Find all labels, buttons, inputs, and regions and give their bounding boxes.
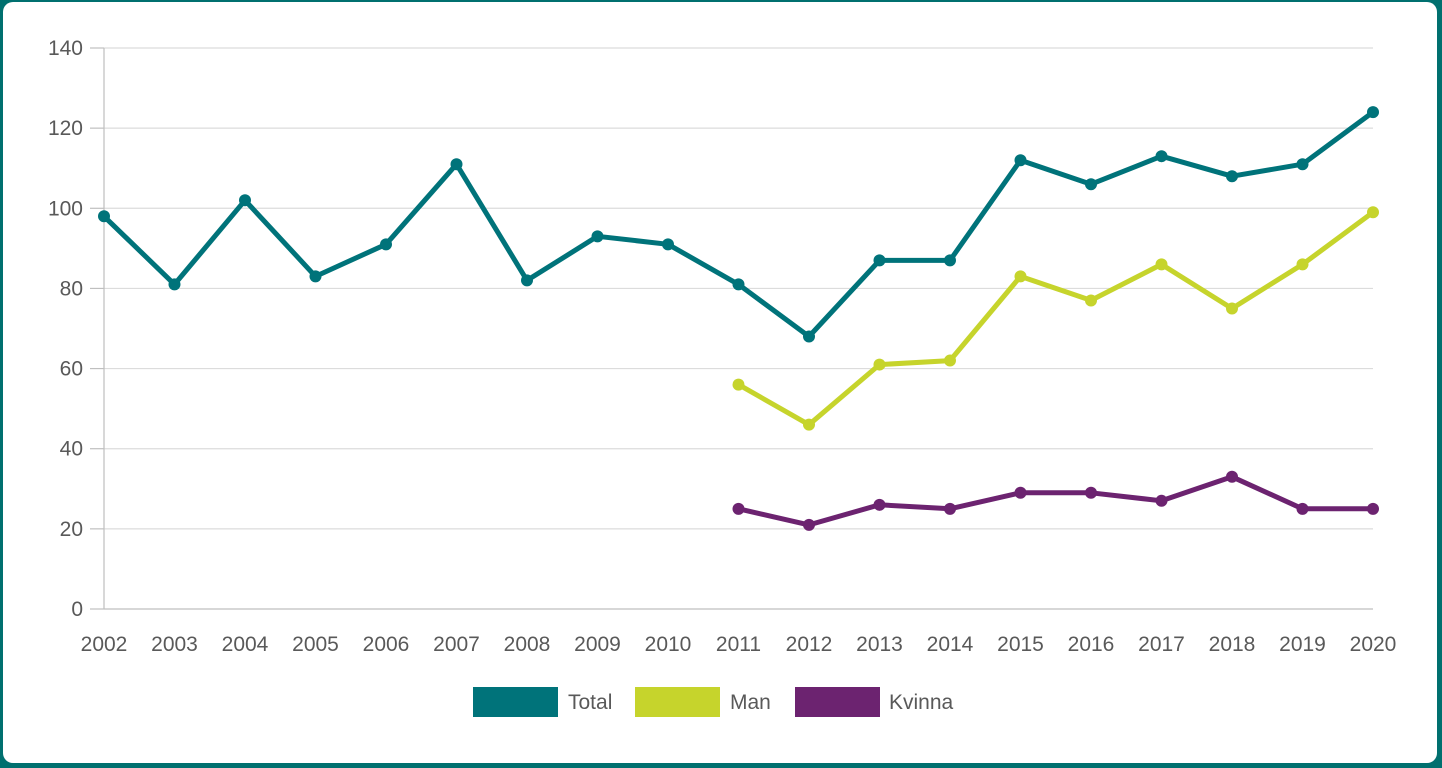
x-tick-label: 2019 — [1279, 633, 1326, 656]
data-point-kvinna — [803, 518, 815, 531]
axes — [90, 47, 1373, 610]
y-tick-label: 60 — [60, 358, 83, 381]
data-point-total — [873, 254, 886, 267]
data-point-kvinna — [1367, 502, 1379, 515]
gridlines — [104, 47, 1373, 530]
data-point-total — [380, 238, 392, 251]
legend-swatch-man — [635, 687, 720, 717]
series-lines — [101, 109, 1376, 528]
data-point-man — [803, 418, 815, 431]
data-point-total — [98, 210, 110, 223]
y-tick-label: 20 — [60, 518, 83, 541]
data-point-total — [1367, 106, 1379, 119]
x-tick-label: 2002 — [81, 633, 128, 656]
data-point-kvinna — [944, 502, 956, 515]
data-point-kvinna — [1226, 470, 1238, 483]
x-tick-label: 2003 — [151, 633, 198, 656]
x-tick-label: 2015 — [997, 633, 1044, 656]
x-tick-labels: 2002 2003 2004 2005 2006 2007 2008 2009 2010 2011… — [81, 633, 1397, 656]
chart-card — [3, 2, 1437, 763]
data-point-total — [450, 158, 463, 171]
x-tick-label: 2016 — [1068, 633, 1115, 656]
legend: Total Man Kvinna — [473, 687, 954, 717]
series-line-total — [101, 109, 1376, 339]
data-point-man — [732, 378, 745, 391]
data-point-total — [732, 278, 745, 291]
data-point-total — [1155, 150, 1168, 163]
x-tick-label: 2007 — [433, 633, 480, 656]
data-point-total — [591, 230, 604, 243]
data-point-kvinna — [1296, 502, 1309, 515]
series-points — [98, 106, 1379, 531]
data-point-total — [1085, 178, 1097, 191]
data-point-man — [1155, 258, 1168, 271]
data-point-total — [944, 254, 956, 267]
x-tick-label: 2008 — [504, 633, 551, 656]
data-point-man — [873, 358, 886, 371]
data-point-total — [1226, 170, 1238, 183]
data-point-kvinna — [873, 498, 886, 511]
x-tick-label: 2006 — [363, 633, 410, 656]
y-tick-label: 140 — [48, 37, 83, 60]
y-tick-label: 120 — [48, 117, 83, 140]
data-point-kvinna — [1155, 494, 1168, 507]
data-point-total — [1296, 158, 1309, 171]
data-point-man — [1296, 258, 1309, 271]
data-point-total — [168, 278, 181, 291]
legend-label-total: Total — [568, 691, 612, 714]
data-point-total — [239, 194, 251, 207]
x-tick-label: 2018 — [1209, 633, 1256, 656]
x-tick-label: 2012 — [786, 633, 833, 656]
data-point-man — [944, 354, 956, 367]
series-line-man — [736, 209, 1376, 428]
y-tick-label: 80 — [60, 277, 83, 300]
data-point-kvinna — [732, 502, 745, 515]
legend-swatch-total — [473, 687, 558, 717]
data-point-total — [309, 270, 322, 283]
y-tick-label: 40 — [60, 438, 83, 461]
data-point-man — [1085, 294, 1097, 307]
data-point-kvinna — [1085, 486, 1097, 499]
x-tick-label: 2014 — [927, 633, 974, 656]
data-point-total — [803, 330, 815, 343]
x-tick-label: 2020 — [1350, 633, 1397, 656]
y-tick-labels: 0 20 40 60 80 100 120 140 — [48, 37, 83, 621]
x-tick-label: 2005 — [292, 633, 339, 656]
legend-label-kvinna: Kvinna — [889, 691, 954, 714]
y-tick-label: 100 — [48, 197, 83, 220]
data-point-total — [521, 274, 533, 287]
legend-swatch-kvinna — [795, 687, 880, 717]
x-tick-label: 2010 — [645, 633, 692, 656]
legend-label-man: Man — [730, 691, 771, 714]
y-tick-label: 0 — [71, 598, 83, 621]
data-point-man — [1367, 206, 1379, 219]
data-point-total — [1014, 154, 1027, 167]
series-line-kvinna — [736, 474, 1376, 528]
data-point-man — [1014, 270, 1027, 283]
x-tick-label: 2009 — [574, 633, 621, 656]
data-point-total — [662, 238, 674, 251]
x-tick-label: 2004 — [222, 633, 269, 656]
x-tick-label: 2011 — [716, 633, 761, 656]
x-tick-label: 2017 — [1138, 633, 1185, 656]
data-point-kvinna — [1014, 486, 1027, 499]
x-tick-label: 2013 — [856, 633, 903, 656]
data-point-man — [1226, 302, 1238, 315]
